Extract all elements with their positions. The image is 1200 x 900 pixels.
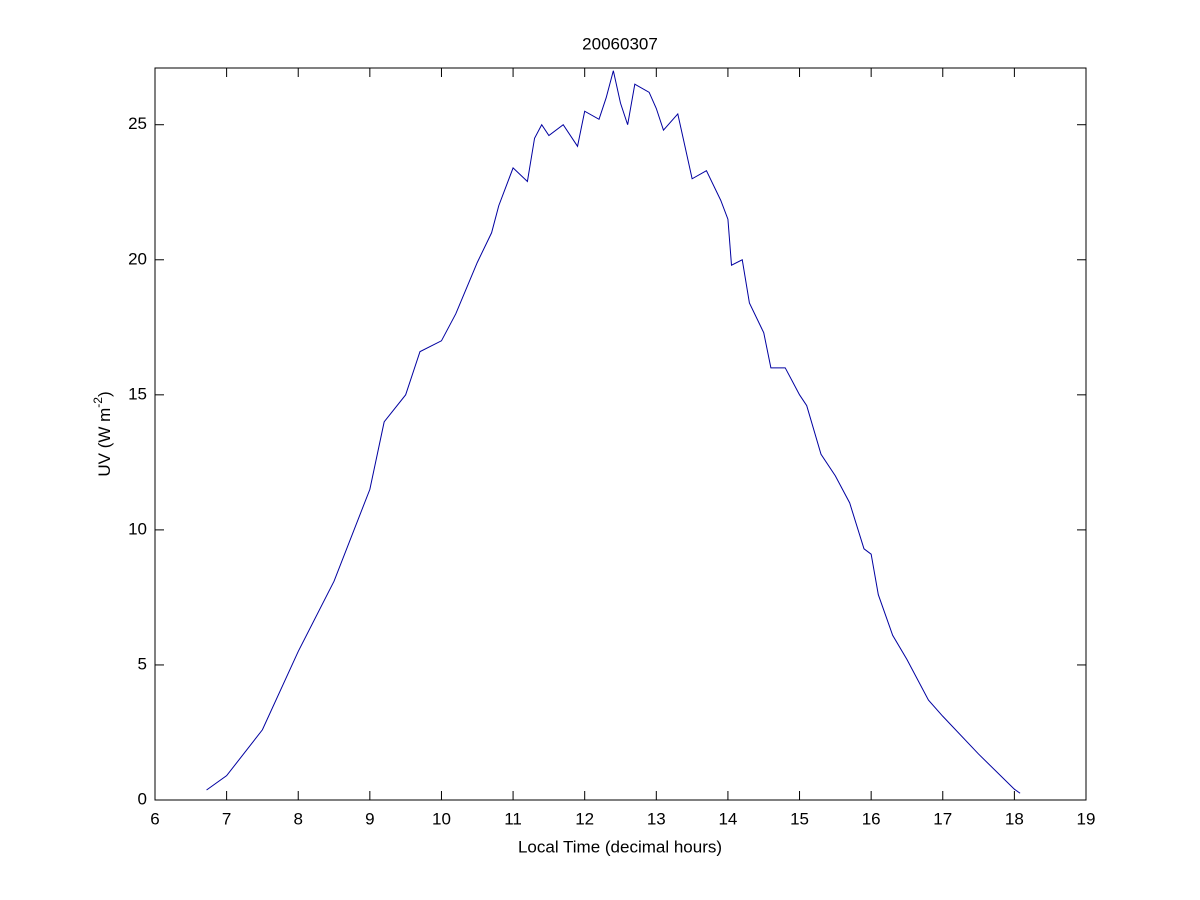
x-tick-label: 19 bbox=[1077, 809, 1096, 828]
x-axis-label: Local Time (decimal hours) bbox=[518, 837, 722, 856]
plot-frame bbox=[154, 67, 1087, 801]
x-tick-label: 7 bbox=[222, 809, 231, 828]
y-tick-label: 15 bbox=[128, 384, 147, 403]
y-axis-label-sup: -2 bbox=[91, 397, 105, 408]
y-axis-label: UV (W m-2) bbox=[91, 391, 114, 476]
y-tick-label: 5 bbox=[138, 654, 147, 673]
x-tick-label: 11 bbox=[504, 809, 522, 828]
x-tick-label: 14 bbox=[718, 809, 737, 828]
data-line bbox=[206, 70, 1021, 794]
y-axis-label-text: UV (W m bbox=[95, 408, 114, 477]
x-tick-label: 17 bbox=[933, 809, 952, 828]
x-tick-label: 6 bbox=[150, 809, 159, 828]
x-tick-label: 10 bbox=[432, 809, 451, 828]
x-tick-label: 16 bbox=[862, 809, 881, 828]
x-tick-label: 8 bbox=[293, 809, 302, 828]
y-tick-label: 25 bbox=[128, 114, 147, 133]
y-tick-label: 10 bbox=[128, 519, 147, 538]
x-tick-label: 9 bbox=[365, 809, 374, 828]
chart-title: 20060307 bbox=[582, 34, 658, 53]
y-tick-label: 20 bbox=[128, 249, 147, 268]
y-axis-label-end: ) bbox=[95, 391, 114, 397]
x-tick-label: 13 bbox=[647, 809, 666, 828]
x-tick-label: 12 bbox=[575, 809, 594, 828]
x-tick-label: 15 bbox=[790, 809, 809, 828]
y-tick-label: 0 bbox=[138, 789, 147, 808]
x-tick-label: 18 bbox=[1005, 809, 1024, 828]
